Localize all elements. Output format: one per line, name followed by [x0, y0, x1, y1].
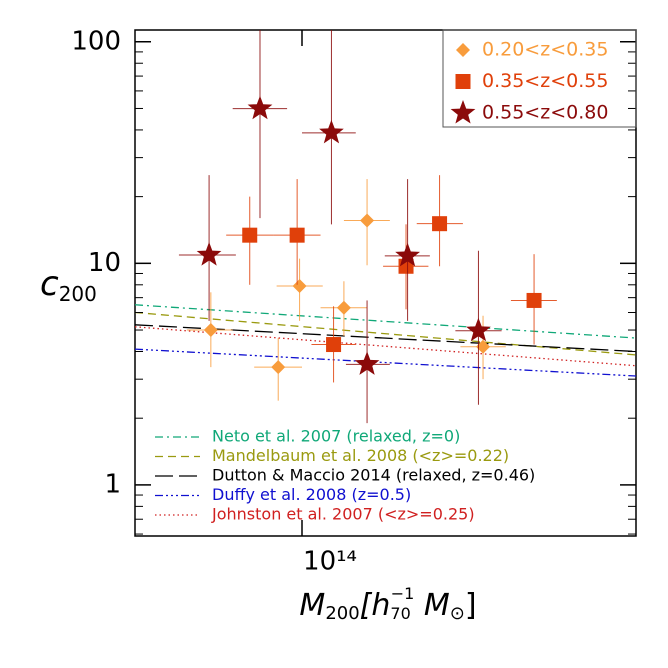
marker	[466, 317, 491, 342]
legend-marker	[455, 74, 471, 89]
marker	[526, 292, 542, 308]
marker	[354, 351, 380, 375]
y-label-part: c	[40, 264, 59, 304]
x-label-part: −1	[391, 584, 415, 603]
x-label-part: ]	[465, 588, 477, 623]
marker	[336, 300, 351, 315]
legend-label: Mandelbaum et al. 2008 (<z>=0.22)	[212, 446, 509, 465]
y-tick-label: 1	[104, 469, 121, 499]
marker	[247, 95, 273, 120]
x-label-part: 200	[325, 603, 359, 624]
x-label-part: M	[299, 588, 325, 623]
marker	[319, 119, 344, 144]
marker	[360, 213, 375, 228]
legend-marker	[450, 100, 476, 124]
legend-box	[442, 29, 637, 128]
marker	[271, 360, 286, 375]
y-tick-label: 10	[88, 248, 121, 278]
model-line	[135, 324, 636, 353]
model-line	[135, 326, 636, 367]
marker	[289, 227, 305, 243]
x-tick-label: 10¹⁴	[303, 547, 357, 577]
model-line	[135, 304, 636, 339]
legend-label: Duffy et al. 2008 (z=0.5)	[212, 485, 411, 504]
legend-label: Johnston et al. 2007 (<z>=0.25)	[211, 505, 475, 524]
y-label-part: 200	[59, 282, 97, 306]
marker	[203, 323, 218, 338]
legend-label: 0.55<z<0.80	[482, 102, 608, 124]
model-line	[135, 348, 636, 377]
legend-label: 0.35<z<0.55	[482, 70, 608, 92]
marker	[395, 242, 420, 267]
legend-label: 0.20<z<0.35	[482, 39, 608, 61]
y-axis-label: c200	[40, 264, 97, 306]
x-label-part: ⊙	[450, 603, 465, 624]
marker	[326, 337, 342, 353]
marker	[476, 339, 491, 354]
marker	[432, 216, 448, 232]
legend-label: Neto et al. 2007 (relaxed, z=0)	[212, 427, 460, 446]
marker	[242, 227, 258, 243]
plot-area	[135, 30, 636, 424]
x-label-part: M	[414, 588, 450, 623]
legend-marker	[456, 43, 470, 57]
x-label-part: [h	[360, 588, 391, 623]
legend-label: Dutton & Maccio 2014 (relaxed, z=0.46)	[212, 466, 535, 485]
x-axis-label: M200[h70−1 M⊙]	[299, 584, 476, 625]
x-label-part: 70	[390, 604, 410, 623]
model-line	[135, 311, 636, 356]
y-tick-label: 100	[71, 26, 121, 56]
marker	[292, 279, 307, 294]
marker	[196, 242, 222, 266]
plot-frame	[134, 29, 637, 537]
